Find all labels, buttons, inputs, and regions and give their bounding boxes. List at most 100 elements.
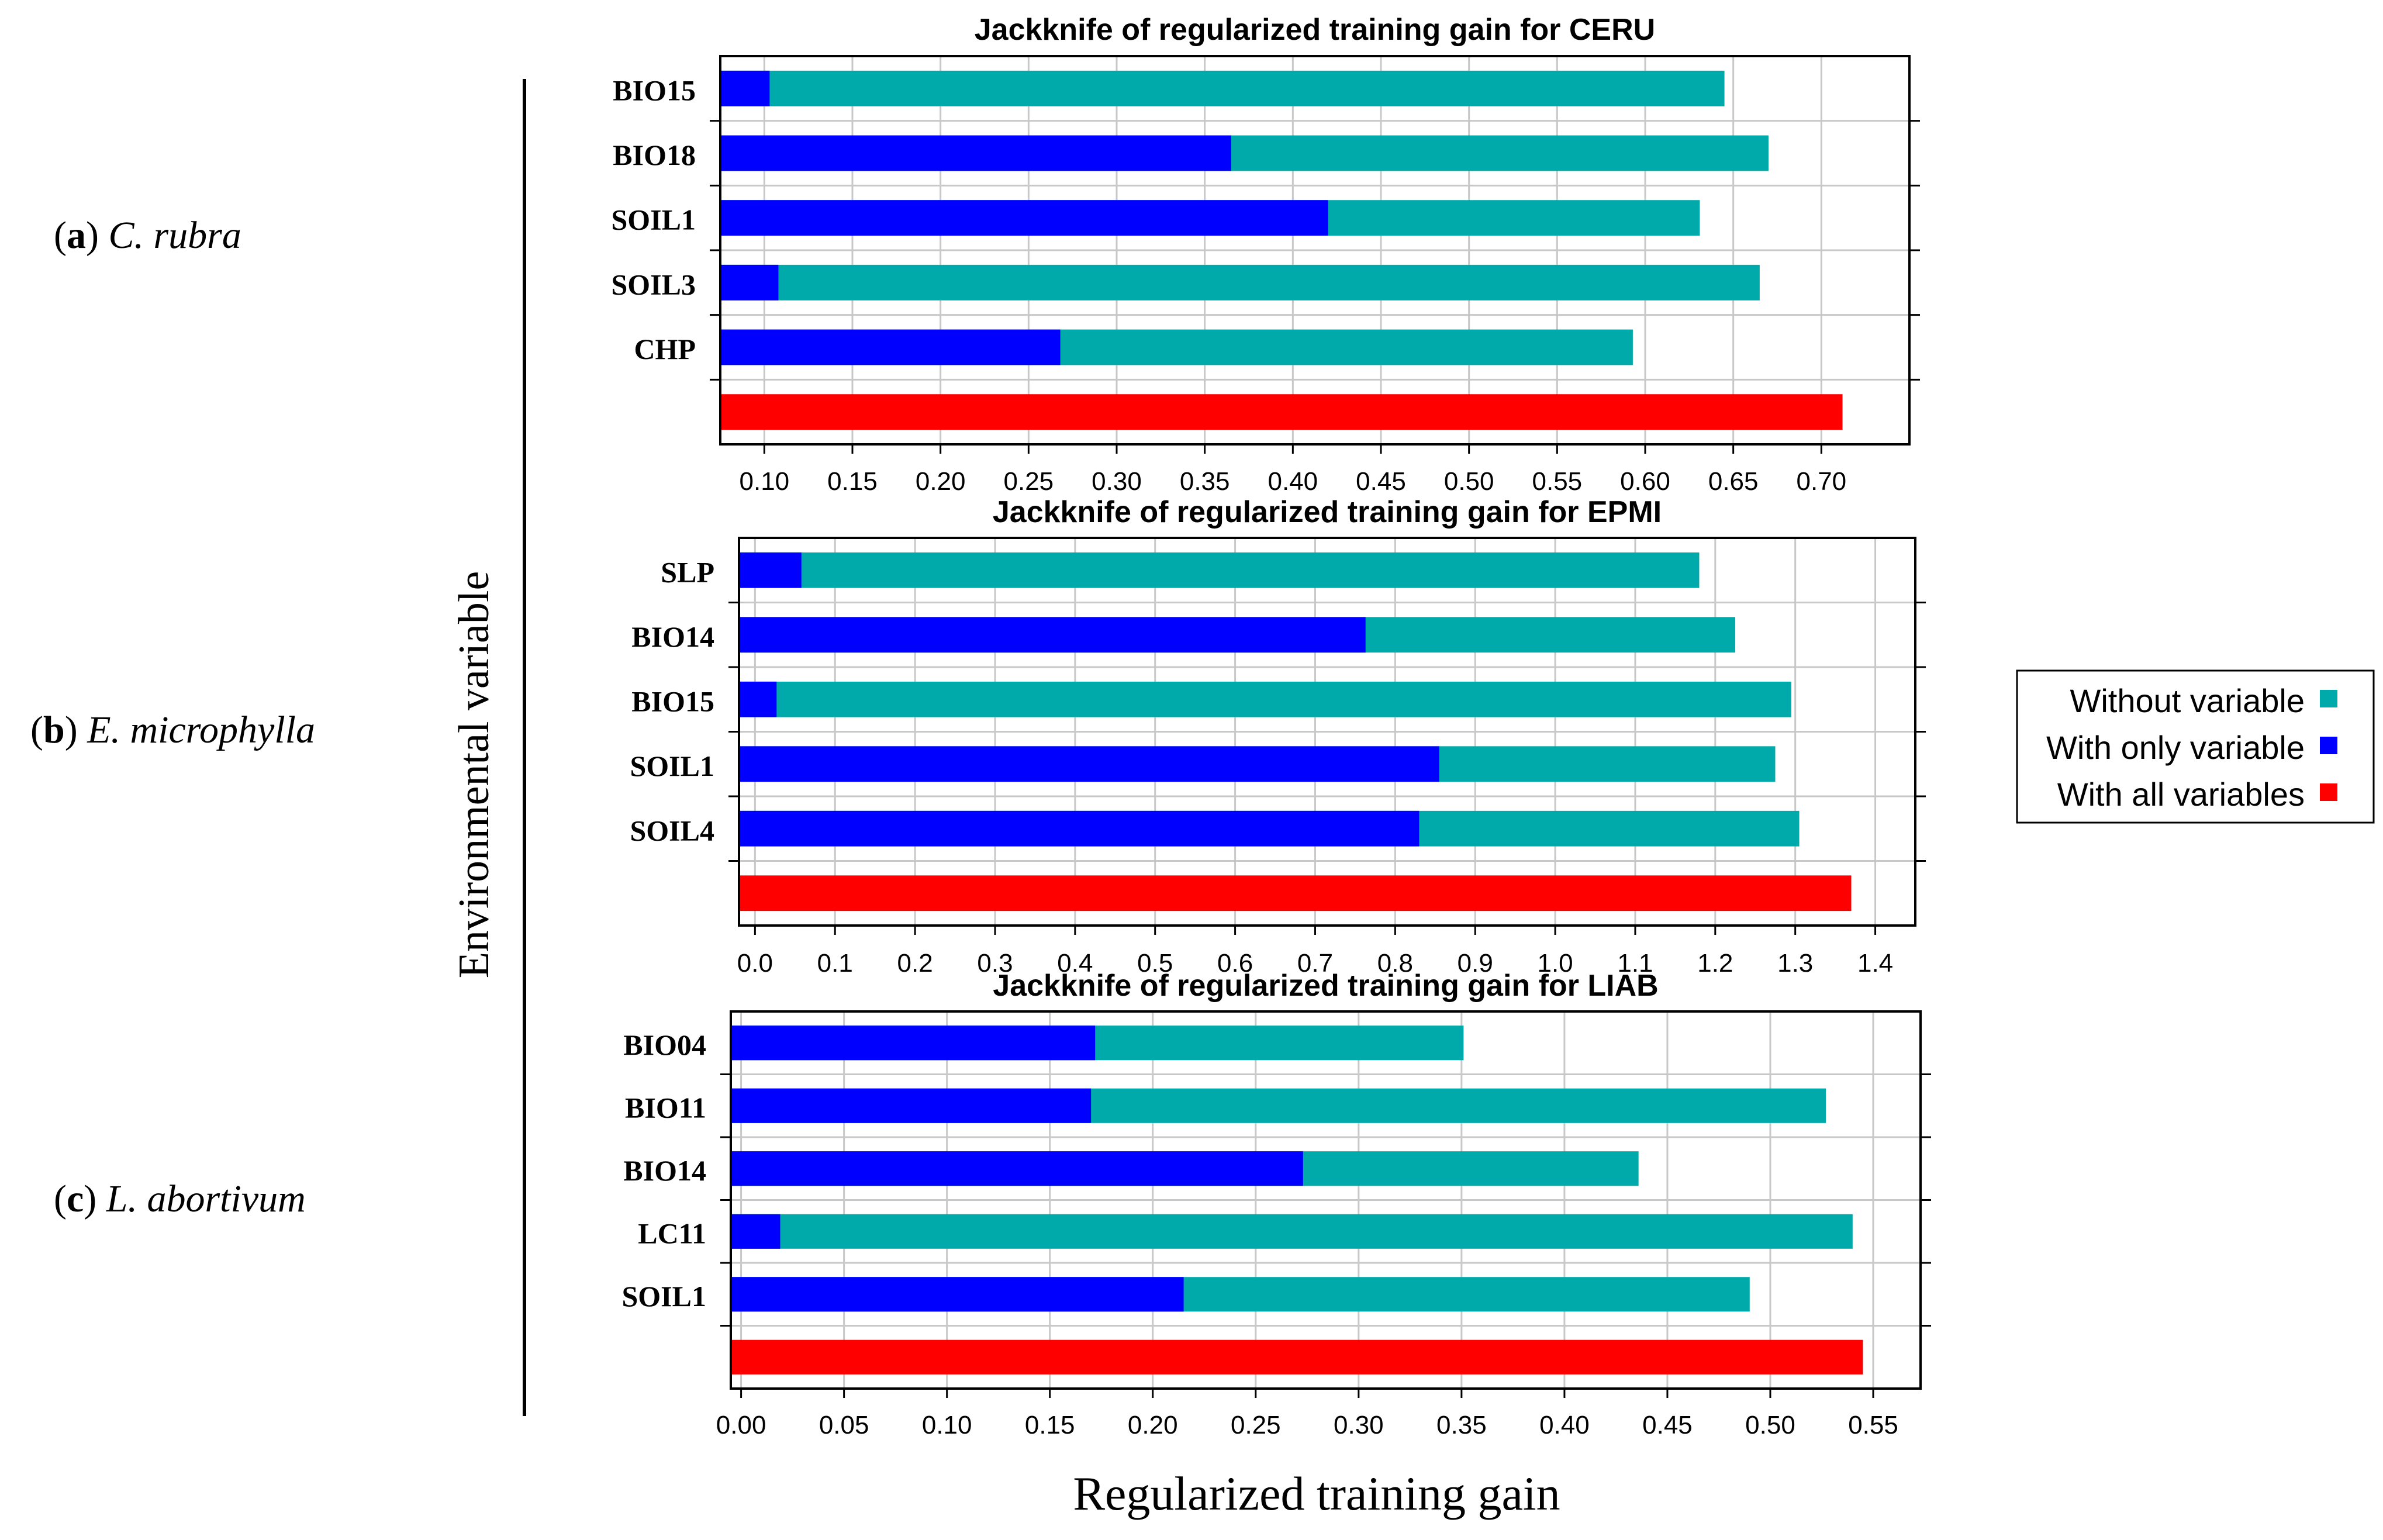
chart-title: Jackknife of regularized training gain f… <box>993 495 1662 529</box>
x-tick-label: 0.40 <box>1268 467 1318 496</box>
chart-title: Jackknife of regularized training gain f… <box>975 13 1655 47</box>
category-label-bio04: BIO04 <box>623 1028 706 1061</box>
legend-label-without: Without variable <box>2070 682 2305 719</box>
panel-letter-b: b <box>43 709 65 751</box>
x-tick-label: 0.05 <box>819 1411 869 1439</box>
panel-species-b: E. microphylla <box>87 709 315 751</box>
x-tick-label: 0.5 <box>1137 949 1173 978</box>
plot-frame <box>719 55 1911 446</box>
legend-label-with-only: With only variable <box>2046 729 2305 766</box>
legend-swatch-with-all <box>2320 783 2337 801</box>
bar-without-bio15 <box>739 681 1791 717</box>
x-tick-label: 0.45 <box>1642 1411 1693 1439</box>
bar-with-only-bio11 <box>731 1088 1092 1123</box>
chart-ceru: Jackknife of regularized training gain f… <box>611 13 1920 496</box>
category-label-soil1: SOIL1 <box>621 1280 706 1313</box>
legend-swatch-without <box>2320 690 2337 707</box>
x-tick-label: 0.60 <box>1620 467 1670 496</box>
bar-without-slp <box>739 552 1700 588</box>
x-tick-label: 0.15 <box>827 467 878 496</box>
x-tick-label: 0.70 <box>1797 467 1847 496</box>
panel-species-c: L. abortivum <box>106 1178 306 1220</box>
bar-with-only-bio15 <box>739 681 777 717</box>
bar-without-soil3 <box>720 264 1760 301</box>
bar-with-only-soil4 <box>739 810 1420 847</box>
x-tick-label: 0.55 <box>1532 467 1583 496</box>
category-label-bio18: BIO18 <box>613 139 696 171</box>
panel-label-c: (c) L. abortivum <box>54 1178 306 1220</box>
plot-frame <box>730 1010 1922 1390</box>
chart-liab: Jackknife of regularized training gain f… <box>621 969 1931 1439</box>
bar-with-only-slp <box>739 552 802 588</box>
category-label-bio15: BIO15 <box>631 685 714 717</box>
x-tick-label: 0.9 <box>1458 949 1493 978</box>
legend-label-with-all: With all variables <box>2057 776 2305 813</box>
bar-without-bio15 <box>720 70 1725 106</box>
bar-with-only-soil1 <box>731 1277 1184 1312</box>
category-label-lc11: LC11 <box>638 1217 706 1249</box>
panel-label-b: (b) E. microphylla <box>30 709 315 751</box>
plot-frame <box>738 537 1916 927</box>
panel-label-a: (a) C. rubra <box>54 214 241 257</box>
category-label-bio14: BIO14 <box>631 620 714 653</box>
x-tick-label: 0.7 <box>1297 949 1333 978</box>
category-label-soil4: SOIL4 <box>630 814 714 847</box>
x-tick-label: 0.50 <box>1444 467 1494 496</box>
category-label-soil1: SOIL1 <box>630 750 714 782</box>
panel-species-a: C. rubra <box>108 214 241 257</box>
x-tick-label: 0.4 <box>1057 949 1093 978</box>
category-label-soil3: SOIL3 <box>611 268 696 301</box>
x-tick-label: 1.4 <box>1857 949 1893 978</box>
x-tick-label: 1.0 <box>1537 949 1573 978</box>
bar-with-only-soil1 <box>739 746 1439 782</box>
x-tick-label: 0.35 <box>1180 467 1230 496</box>
chart-title: Jackknife of regularized training gain f… <box>993 969 1658 1003</box>
x-tick-label: 0.30 <box>1092 467 1142 496</box>
bar-with-only-bio18 <box>720 135 1231 171</box>
x-tick-label: 0.0 <box>737 949 773 978</box>
bar-with-only-bio15 <box>720 70 770 106</box>
bar-with-only-soil3 <box>720 264 779 301</box>
bar-with-all-variables <box>739 875 1852 911</box>
x-tick-label: 0.6 <box>1217 949 1253 978</box>
bar-with-only-chp <box>720 329 1061 365</box>
x-tick-label: 0.45 <box>1356 467 1406 496</box>
x-tick-label: 0.55 <box>1848 1411 1898 1439</box>
x-tick-label: 0.15 <box>1025 1411 1075 1439</box>
chart-epmi: Jackknife of regularized training gain f… <box>630 495 1926 978</box>
x-tick-label: 0.10 <box>740 467 790 496</box>
bar-with-only-bio04 <box>731 1025 1096 1061</box>
bar-with-all-variables <box>731 1339 1863 1375</box>
x-tick-label: 0.3 <box>977 949 1013 978</box>
x-tick-label: 0.35 <box>1436 1411 1487 1439</box>
bar-with-only-soil1 <box>720 200 1328 236</box>
x-tick-label: 0.50 <box>1745 1411 1795 1439</box>
x-tick-label: 0.20 <box>916 467 966 496</box>
bar-with-only-lc11 <box>731 1214 780 1249</box>
y-axis-label: Environmental variable <box>450 571 498 979</box>
x-tick-label: 0.30 <box>1334 1411 1384 1439</box>
legend-box <box>2016 669 2375 824</box>
bar-with-only-bio14 <box>739 617 1366 653</box>
x-tick-label: 1.1 <box>1617 949 1653 978</box>
x-tick-label: 0.25 <box>1004 467 1054 496</box>
x-tick-label: 0.00 <box>716 1411 766 1439</box>
panel-letter-a: a <box>67 214 86 257</box>
category-label-bio15: BIO15 <box>613 74 696 106</box>
category-label-bio11: BIO11 <box>625 1091 706 1124</box>
legend-swatch-with-only <box>2320 737 2337 754</box>
x-tick-label: 0.20 <box>1128 1411 1178 1439</box>
x-tick-label: 0.40 <box>1539 1411 1590 1439</box>
x-tick-label: 1.3 <box>1777 949 1813 978</box>
x-tick-label: 0.25 <box>1231 1411 1281 1439</box>
x-tick-label: 0.2 <box>897 949 933 978</box>
x-tick-label: 0.8 <box>1377 949 1413 978</box>
category-label-soil1: SOIL1 <box>611 203 696 236</box>
category-label-chp: CHP <box>634 333 696 365</box>
bar-without-lc11 <box>731 1214 1853 1249</box>
x-tick-label: 0.65 <box>1708 467 1759 496</box>
x-tick-label: 0.10 <box>922 1411 972 1439</box>
bar-with-only-bio14 <box>731 1151 1303 1186</box>
bar-with-all-variables <box>720 394 1843 430</box>
